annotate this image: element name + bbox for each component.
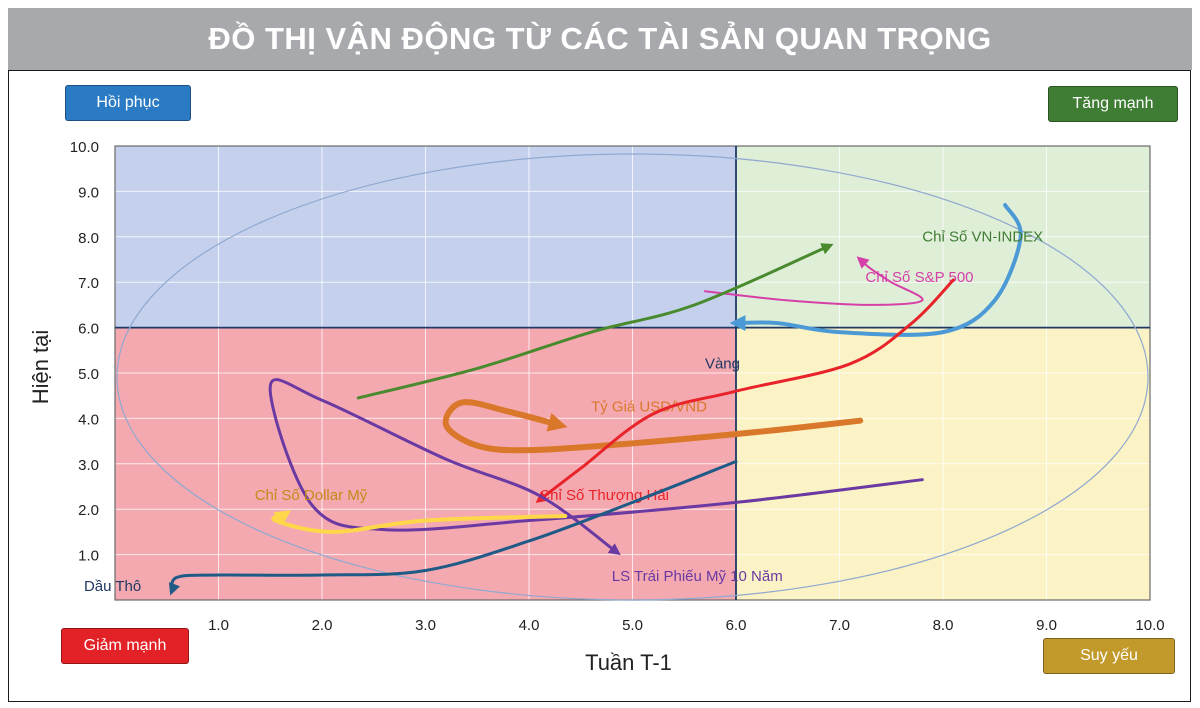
x-tick-label: 10.0 <box>1135 617 1164 634</box>
quadrant-label-sharp-decline-text: Giảm mạnh <box>83 637 167 654</box>
y-axis-title: Hiện tại <box>28 330 53 405</box>
series-label: Chỉ Số Dollar Mỹ <box>255 487 368 504</box>
series-label: Chỉ Số VN-INDEX <box>922 228 1043 245</box>
series-line-chỉ-số-vn-index <box>729 203 1023 337</box>
quadrant-label-strong-rise: Tăng mạnh <box>1048 86 1178 122</box>
quadrant-label-strong-rise-text: Tăng mạnh <box>1072 95 1154 112</box>
series-line-dầu-thô <box>168 460 738 596</box>
y-tick-label: 5.0 <box>78 366 99 383</box>
y-tick-label: 8.0 <box>78 230 99 247</box>
quadrant-label-weakening: Suy yếu <box>1043 638 1175 674</box>
y-tick-label: 7.0 <box>78 275 99 292</box>
quadrant-label-recovery-text: Hồi phục <box>96 94 160 111</box>
y-tick-label: 4.0 <box>78 411 99 428</box>
chart-title: ĐỒ THỊ VẬN ĐỘNG TỪ CÁC TÀI SẢN QUAN TRỌN… <box>208 21 992 56</box>
series-line-chỉ-số-s&p-500 <box>703 256 924 306</box>
title-bar: ĐỒ THỊ VẬN ĐỘNG TỪ CÁC TÀI SẢN QUAN TRỌN… <box>8 8 1192 70</box>
x-tick-label: 5.0 <box>622 617 643 634</box>
series-line-tỷ-giá-usd/vnd <box>442 399 864 454</box>
quadrant-label-recovery: Hồi phục <box>65 85 191 121</box>
series-line-unnamed-2 <box>356 243 834 400</box>
x-tick-label: 9.0 <box>1036 617 1057 634</box>
series-line-chỉ-số-thượng-hải <box>535 278 955 504</box>
series-line-ls-trái-phiếu-mỹ-10-năm <box>268 378 924 556</box>
quadrant-label-weakening-text: Suy yếu <box>1080 647 1138 664</box>
x-tick-label: 7.0 <box>829 617 850 634</box>
quadrant-label-sharp-decline: Giảm mạnh <box>61 628 189 664</box>
x-tick-label: 8.0 <box>933 617 954 634</box>
x-tick-label: 2.0 <box>312 617 333 634</box>
series-label: Vàng <box>705 355 740 372</box>
y-tick-label: 9.0 <box>78 184 99 201</box>
series-label: Dầu Thô <box>84 578 141 595</box>
x-axis-title: Tuần T-1 <box>585 650 672 675</box>
x-tick-label: 1.0 <box>208 617 229 634</box>
series-label: Chỉ Số S&P 500 <box>865 269 973 286</box>
y-tick-label: 2.0 <box>78 502 99 519</box>
series-line-chỉ-số-dollar-mỹ <box>271 510 568 534</box>
y-tick-label: 1.0 <box>78 548 99 565</box>
x-tick-label: 6.0 <box>726 617 747 634</box>
y-tick-label: 6.0 <box>78 321 99 338</box>
chart-frame <box>8 70 1191 702</box>
series-label: LS Trái Phiếu Mỹ 10 Năm <box>612 568 783 585</box>
y-tick-label: 10.0 <box>70 139 99 156</box>
x-tick-label: 3.0 <box>415 617 436 634</box>
y-tick-label: 3.0 <box>78 457 99 474</box>
x-tick-label: 4.0 <box>519 617 540 634</box>
guide-ellipse <box>116 153 1149 601</box>
